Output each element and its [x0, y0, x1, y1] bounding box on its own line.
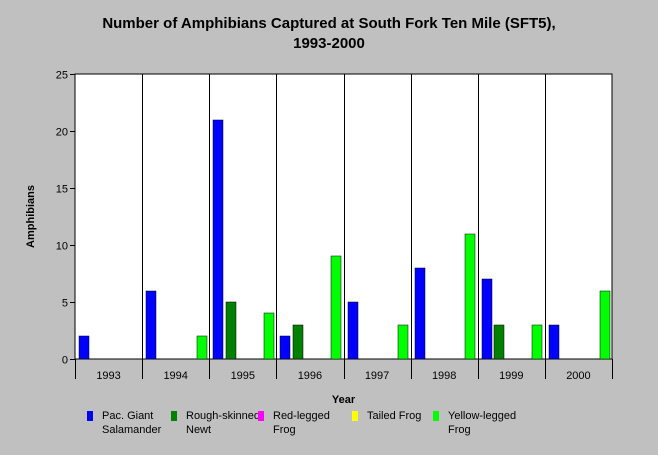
chart-title-line-2: 1993-2000 [293, 35, 365, 52]
bar-pac-giant-salamander-1997 [347, 301, 359, 360]
y-tick-label: 0 [62, 355, 68, 367]
bar-yellow-legged-frog-1997 [397, 324, 409, 360]
bar-rough-skinned-newt-1995 [225, 301, 237, 360]
bar-yellow-legged-frog-2000 [599, 290, 611, 360]
bar-pac-giant-salamander-1996 [279, 335, 291, 360]
y-tick-label: 5 [62, 298, 68, 310]
legend-label: Tailed Frog [367, 410, 422, 422]
chart-title: Number of Amphibians Captured at South F… [0, 14, 658, 54]
y-tick-label: 10 [56, 241, 68, 253]
bar-rough-skinned-newt-1996 [292, 324, 304, 360]
legend-swatch [87, 411, 93, 421]
legend-label: Yellow-legged Frog [448, 410, 517, 436]
y-axis-label: Amphibians [25, 185, 37, 248]
legend-swatch [352, 411, 358, 421]
chart-title-line-1: Number of Amphibians Captured at South F… [102, 15, 556, 32]
x-axis-label: Year [332, 394, 356, 406]
x-tick-label: 1998 [432, 370, 456, 382]
bar-pac-giant-salamander-1993 [78, 335, 90, 360]
x-tick-label: 1999 [499, 370, 523, 382]
legend-label: Rough-skinned Newt [186, 410, 260, 436]
x-tick-label: 1997 [365, 370, 389, 382]
bar-pac-giant-salamander-1999 [481, 278, 493, 360]
bar-yellow-legged-frog-1995 [263, 312, 275, 360]
bar-pac-giant-salamander-2000 [548, 324, 560, 360]
x-tick-label: 1996 [298, 370, 322, 382]
bar-rough-skinned-newt-1999 [493, 324, 505, 360]
legend-swatch [258, 411, 264, 421]
legend-swatch [171, 411, 177, 421]
bar-yellow-legged-frog-1996 [330, 255, 342, 360]
y-tick-label: 15 [56, 184, 68, 196]
legend-swatch [433, 411, 439, 421]
legend-label: Pac. Giant Salamander [102, 410, 162, 436]
chart-legend: Pac. Giant Salamander Rough-skinned Newt R… [0, 409, 658, 449]
x-tick-label: 2000 [566, 370, 590, 382]
bar-yellow-legged-frog-1998 [464, 233, 476, 360]
y-tick-label: 20 [56, 127, 68, 139]
bar-yellow-legged-frog-1999 [531, 324, 543, 360]
x-tick-label: 1994 [163, 370, 187, 382]
legend-label: Red-legged Frog [273, 410, 330, 436]
x-tick-label: 1993 [96, 370, 120, 382]
y-tick-label: 25 [56, 70, 68, 82]
bar-pac-giant-salamander-1998 [414, 267, 426, 360]
bar-yellow-legged-frog-1994 [196, 335, 208, 360]
bar-pac-giant-salamander-1995 [212, 119, 224, 360]
bar-pac-giant-salamander-1994 [145, 290, 157, 360]
plot-area [74, 73, 613, 360]
x-tick-label: 1995 [231, 370, 255, 382]
